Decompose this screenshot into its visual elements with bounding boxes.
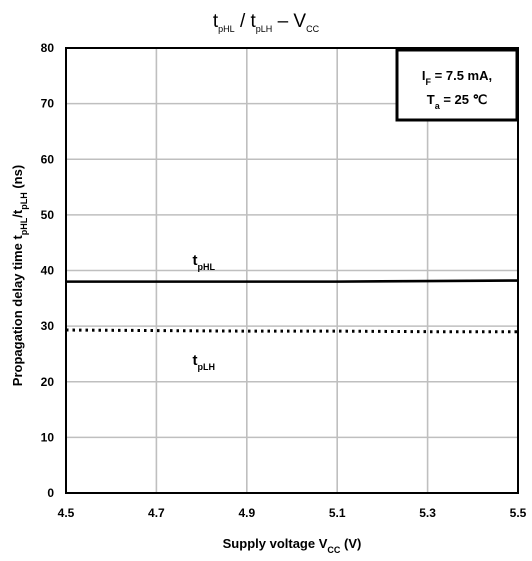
y-tick-label: 50 bbox=[41, 208, 55, 222]
y-tick-label: 10 bbox=[41, 430, 55, 444]
x-tick-label: 4.5 bbox=[58, 506, 75, 520]
y-axis-label: Propagation delay time tpHL/tpLH (ns) bbox=[10, 165, 29, 386]
condition-text: Ta = 25 ℃ bbox=[427, 92, 487, 111]
condition-box-frame bbox=[395, 48, 519, 122]
y-axis-ticks: 0 10 20 30 40 50 60 70 80 bbox=[41, 41, 55, 500]
x-tick-label: 5.1 bbox=[329, 506, 346, 520]
series-layer bbox=[65, 279, 519, 334]
series-line-tphl bbox=[66, 279, 519, 283]
x-tick-label: 5.3 bbox=[419, 506, 436, 520]
y-tick-label: 40 bbox=[41, 264, 55, 278]
x-axis-ticks: 4.5 4.7 4.9 5.1 5.3 5.5 bbox=[58, 506, 527, 520]
x-tick-label: 5.5 bbox=[510, 506, 527, 520]
series-labels: tpHL tpLH bbox=[193, 252, 216, 372]
chart-title: tpHL / tpLH – VCC bbox=[213, 11, 320, 34]
series-line-tplh bbox=[65, 328, 518, 334]
series-label-tphl: tpHL bbox=[193, 252, 216, 272]
x-tick-label: 4.7 bbox=[148, 506, 165, 520]
y-tick-label: 60 bbox=[41, 152, 55, 166]
y-tick-label: 30 bbox=[41, 319, 55, 333]
series-label-tplh: tpLH bbox=[193, 352, 216, 372]
y-tick-label: 80 bbox=[41, 41, 55, 55]
x-axis-label: Supply voltage VCC (V) bbox=[223, 536, 362, 555]
y-tick-label: 70 bbox=[41, 97, 55, 111]
y-tick-label: 0 bbox=[47, 486, 54, 500]
y-tick-label: 20 bbox=[41, 375, 55, 389]
condition-box: IF = 7.5 mA, Ta = 25 ℃ bbox=[395, 48, 519, 122]
x-tick-label: 4.9 bbox=[238, 506, 255, 520]
plot-frame bbox=[65, 47, 519, 494]
condition-text: IF = 7.5 mA, bbox=[422, 68, 492, 87]
